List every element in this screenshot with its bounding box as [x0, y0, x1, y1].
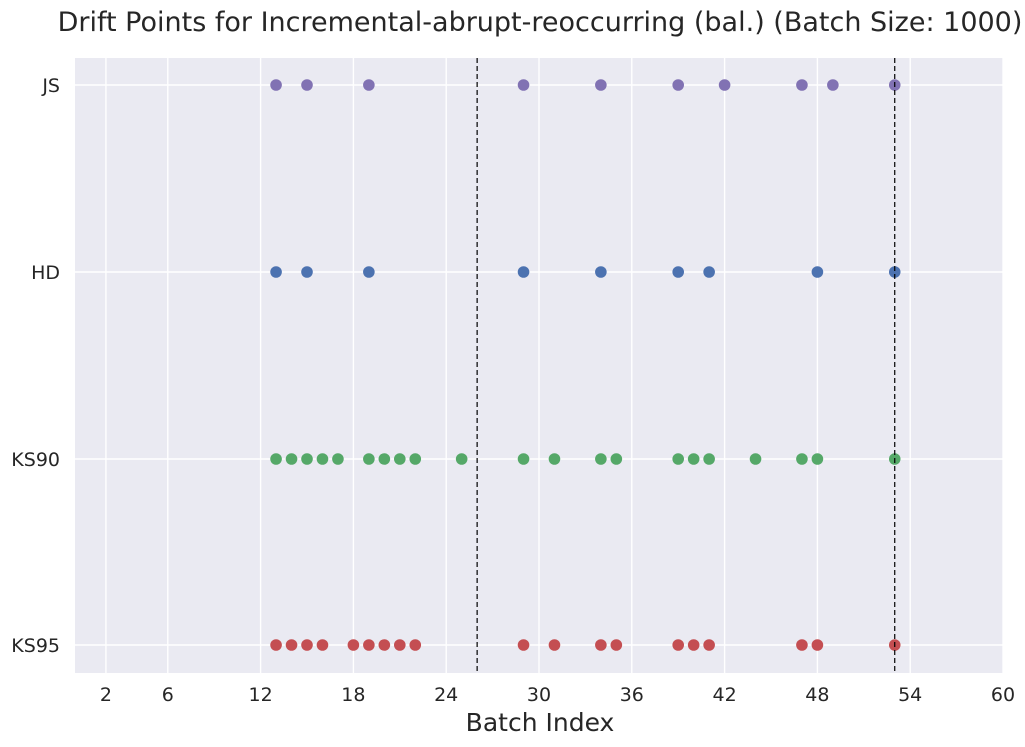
- point-ks90-21: [394, 453, 406, 465]
- point-js-47: [796, 79, 808, 91]
- x-tick-label-18: 18: [341, 684, 365, 706]
- point-ks90-22: [409, 453, 422, 465]
- point-ks90-34: [595, 453, 607, 465]
- x-tick-label-48: 48: [805, 684, 829, 706]
- x-tick-label-2: 2: [100, 684, 112, 706]
- point-ks90-19: [363, 453, 375, 465]
- y-tick-label-hd: HD: [31, 262, 60, 284]
- y-tick-label-ks90: KS90: [11, 449, 60, 471]
- point-ks95-19: [363, 639, 375, 651]
- point-ks90-15: [301, 453, 313, 465]
- point-ks95-40: [687, 639, 700, 651]
- point-ks95-35: [610, 639, 623, 651]
- point-ks95-21: [394, 639, 406, 651]
- chart-title: Drift Points for Incremental-abrupt-reoc…: [58, 7, 1023, 38]
- point-hd-34: [595, 266, 607, 278]
- x-tick-label-24: 24: [434, 684, 458, 706]
- x-tick-label-36: 36: [620, 684, 644, 706]
- x-tick-label-42: 42: [713, 684, 737, 706]
- drift-reference-lines: [476, 58, 896, 673]
- point-hd-53: [888, 266, 901, 278]
- x-tick-label-54: 54: [898, 684, 922, 706]
- point-ks90-44: [749, 453, 762, 465]
- point-ks90-35: [610, 453, 623, 465]
- point-ks95-18: [347, 639, 360, 651]
- x-tick-label-30: 30: [527, 684, 551, 706]
- point-js-34: [595, 79, 607, 91]
- point-js-42: [718, 79, 731, 91]
- point-ks90-13: [270, 453, 282, 465]
- point-hd-19: [363, 266, 375, 278]
- point-ks90-25: [455, 453, 468, 465]
- grid-lines: [75, 58, 1004, 673]
- point-hd-13: [270, 266, 282, 278]
- x-tick-label-60: 60: [991, 684, 1015, 706]
- point-ks95-31: [548, 639, 561, 651]
- x-tick-label-12: 12: [249, 684, 273, 706]
- point-ks95-39: [672, 639, 684, 651]
- point-ks90-47: [796, 453, 808, 465]
- point-js-49: [827, 79, 839, 91]
- x-axis-label: Batch Index: [466, 708, 615, 737]
- x-tick-label-6: 6: [162, 684, 174, 706]
- point-ks95-14: [285, 639, 298, 651]
- point-ks95-16: [316, 639, 329, 651]
- point-js-39: [672, 79, 684, 91]
- y-tick-labels: JS HD KS90 KS95: [11, 75, 60, 657]
- point-js-19: [363, 79, 375, 91]
- x-tick-labels: 2 6 12 18 24 30 36 42 48 54 60: [100, 684, 1015, 706]
- point-ks90-16: [316, 453, 329, 465]
- point-ks90-17: [332, 453, 344, 465]
- point-ks90-40: [687, 453, 700, 465]
- point-hd-39: [672, 266, 684, 278]
- point-ks90-39: [672, 453, 684, 465]
- point-ks95-48: [811, 639, 824, 651]
- point-hd-41: [703, 266, 715, 278]
- point-ks90-41: [703, 453, 715, 465]
- point-ks95-22: [409, 639, 422, 651]
- point-js-13: [270, 79, 282, 91]
- y-tick-label-ks95: KS95: [11, 635, 60, 657]
- data-points: [270, 79, 901, 651]
- point-hd-29: [517, 266, 530, 278]
- point-ks95-41: [703, 639, 715, 651]
- point-ks95-20: [378, 639, 391, 651]
- point-ks90-20: [378, 453, 391, 465]
- point-ks90-48: [811, 453, 824, 465]
- point-hd-48: [811, 266, 824, 278]
- point-ks95-34: [595, 639, 607, 651]
- point-ks95-13: [270, 639, 282, 651]
- point-js-15: [301, 79, 313, 91]
- point-ks95-47: [796, 639, 808, 651]
- point-ks95-15: [301, 639, 313, 651]
- point-ks95-29: [517, 639, 530, 651]
- point-ks90-31: [548, 453, 561, 465]
- point-ks90-14: [285, 453, 298, 465]
- point-js-29: [517, 79, 530, 91]
- point-ks90-29: [517, 453, 530, 465]
- y-tick-label-js: JS: [41, 75, 60, 97]
- point-hd-15: [301, 266, 313, 278]
